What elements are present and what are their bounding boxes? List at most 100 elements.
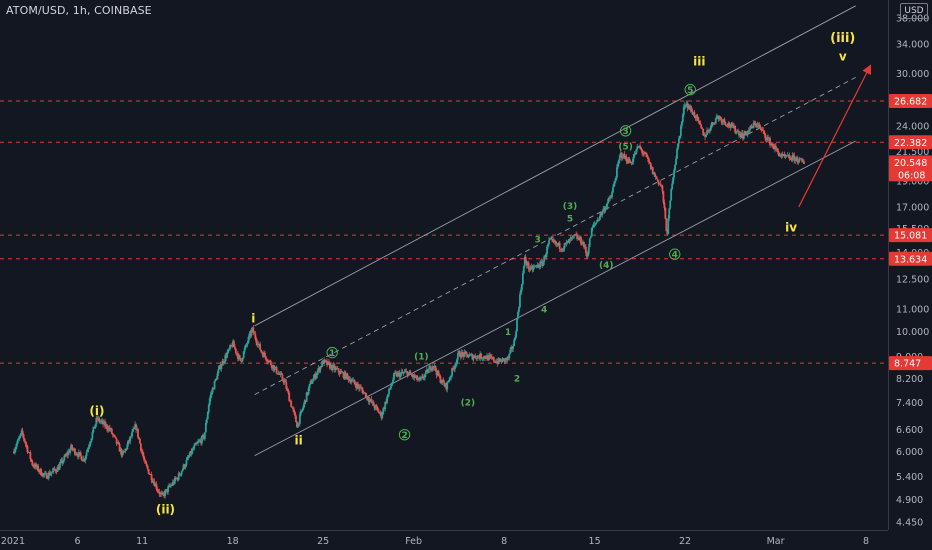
candle-body	[479, 353, 482, 359]
candle-body	[409, 371, 412, 375]
candle-body	[366, 395, 369, 400]
candle-body	[587, 246, 590, 254]
candle-body	[781, 154, 784, 156]
candle-body	[454, 365, 456, 370]
candle-body	[267, 360, 270, 362]
candle-body	[642, 152, 644, 154]
candle-body	[445, 383, 448, 390]
price-level-tag[interactable]: 26.682	[889, 93, 932, 108]
candle-body	[430, 369, 433, 371]
candle-body	[289, 401, 292, 402]
candle-body	[638, 145, 641, 148]
candle-body	[663, 202, 666, 208]
candle-body	[669, 200, 672, 209]
candle-body	[644, 152, 646, 155]
candle-body	[211, 388, 214, 393]
candle-body	[342, 372, 345, 378]
candle-body	[39, 468, 41, 472]
candle-body	[329, 362, 331, 369]
time-tick-label: Mar	[767, 536, 785, 547]
candle-body	[89, 441, 92, 445]
candle-body	[580, 237, 582, 244]
candle-body	[414, 377, 417, 378]
candle-body	[526, 262, 529, 266]
candle-body	[681, 114, 684, 122]
candle-body	[331, 364, 334, 370]
candle-body	[62, 460, 65, 464]
candle-body	[548, 239, 550, 245]
candle-body	[345, 373, 348, 380]
candle-body	[131, 431, 134, 437]
candle-body	[671, 183, 674, 189]
channel-line[interactable]	[254, 140, 856, 457]
candle-body	[690, 107, 693, 112]
candle-body	[196, 443, 199, 444]
candle-body	[797, 161, 800, 163]
time-axis[interactable]: 2021 6 11 18 25 Feb 8 15 22 Mar 8	[1, 536, 869, 547]
price-tag-label: 8.747	[894, 359, 921, 370]
candle-body	[251, 327, 254, 330]
candle-body	[65, 453, 68, 457]
candle-body	[167, 487, 169, 493]
candle-body	[163, 493, 166, 496]
candle-body	[51, 470, 54, 473]
candle-body	[660, 185, 663, 187]
candle-body	[148, 473, 151, 475]
price-level-tag[interactable]: 15.081	[889, 228, 932, 243]
candle-body	[423, 377, 425, 379]
candle-body	[546, 246, 548, 254]
candle-body	[278, 373, 281, 375]
candle-body	[557, 242, 560, 246]
candle-body	[783, 154, 786, 157]
candle-body	[362, 392, 365, 394]
candle-body	[502, 358, 505, 360]
candle-body	[101, 420, 104, 422]
candle-body	[301, 408, 304, 411]
price-level-tag[interactable]: 22.382	[889, 135, 932, 150]
candle-body	[48, 472, 51, 476]
candle-body	[29, 452, 32, 459]
candle-body	[507, 357, 510, 359]
candle-body	[230, 345, 232, 346]
currency-button[interactable]: USD	[900, 3, 928, 19]
candle-body	[98, 417, 101, 422]
candle-body	[294, 412, 296, 416]
candle-body	[81, 460, 84, 462]
price-level-tag[interactable]: 13.634	[889, 251, 932, 266]
candle-body	[17, 438, 20, 440]
price-level-tag[interactable]: 8.747	[889, 356, 932, 371]
candle-body	[647, 158, 650, 162]
candle-body	[506, 357, 509, 360]
candle-body	[496, 361, 499, 364]
candle-body	[144, 460, 147, 464]
candle-body	[772, 144, 774, 147]
candle-body	[462, 353, 465, 357]
candle-body	[310, 381, 313, 384]
candle-body	[718, 117, 721, 120]
candle-body	[700, 124, 703, 129]
price-tag-label: 26.682	[894, 96, 927, 107]
candle-body	[769, 138, 771, 146]
candle-body	[617, 160, 620, 164]
candle-body	[511, 347, 514, 349]
candle-body	[16, 439, 19, 444]
candle-body	[525, 262, 528, 266]
candle-body	[82, 458, 85, 462]
channel-line[interactable]	[254, 5, 856, 327]
candle-body	[633, 153, 636, 158]
candle-body	[674, 164, 676, 171]
candle-body	[790, 158, 793, 161]
candle-body	[687, 105, 690, 109]
candle-body	[421, 376, 423, 378]
candle-body	[287, 389, 290, 393]
price-tick-label: 8.200	[896, 374, 923, 385]
candle-body	[110, 428, 113, 434]
candle-body	[573, 235, 576, 237]
candle-body	[564, 243, 567, 245]
candle-body	[66, 453, 69, 456]
candle-body	[741, 132, 743, 138]
projection-arrow[interactable]	[798, 64, 871, 208]
